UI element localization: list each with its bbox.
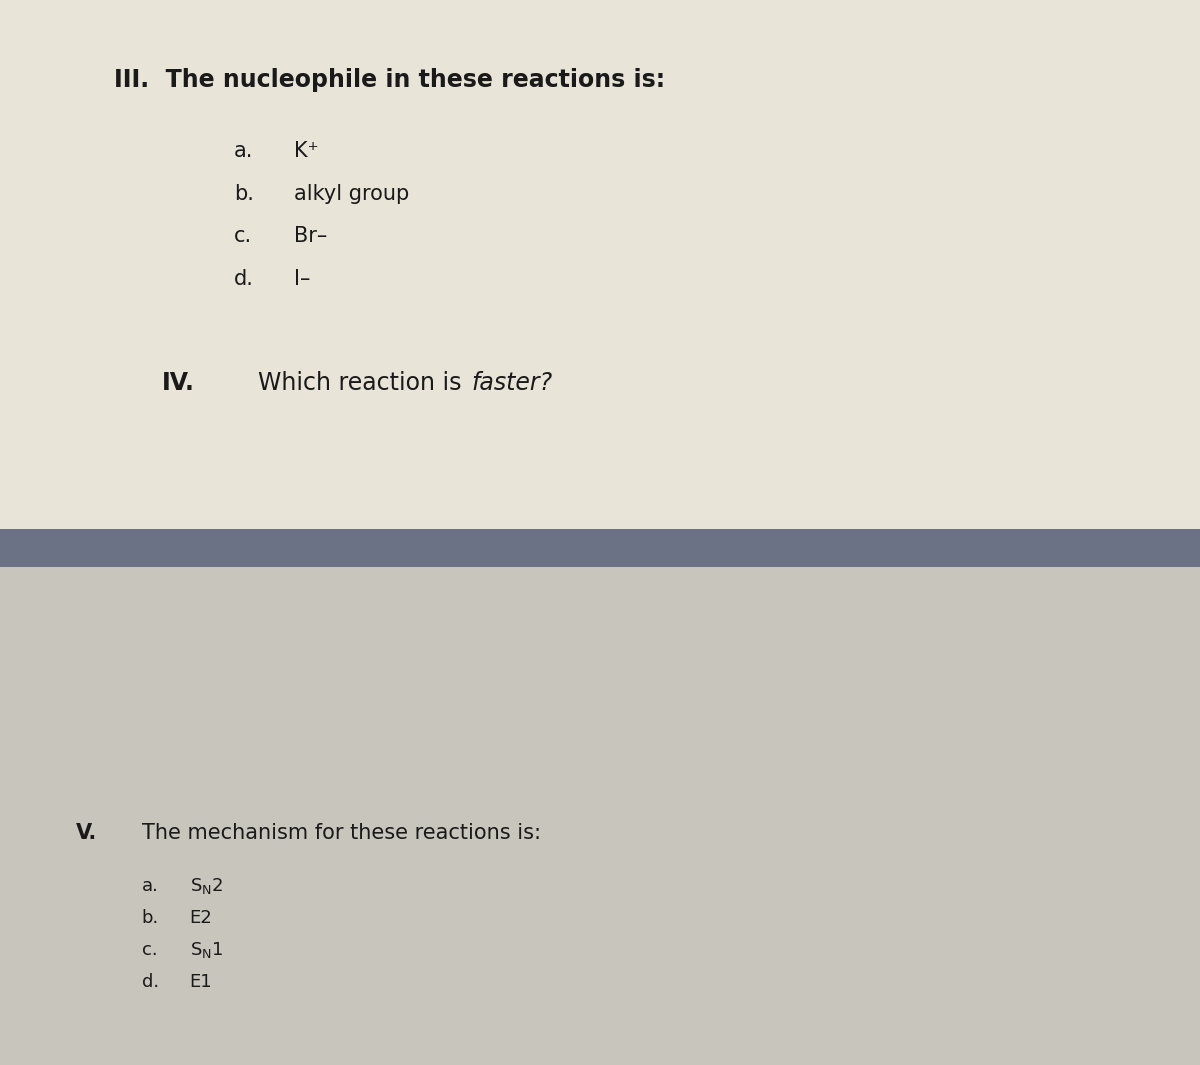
Text: d.: d.: [234, 269, 254, 289]
Bar: [0, 529, 1200, 567]
Text: c.: c.: [234, 227, 252, 246]
Bar: [0, 0, 1200, 529]
Text: V.: V.: [76, 823, 97, 842]
Text: $\mathrm{S}_{\mathrm{N}}\mathrm{2}$: $\mathrm{S}_{\mathrm{N}}\mathrm{2}$: [190, 876, 223, 896]
Text: d.: d.: [142, 973, 158, 990]
Text: E2: E2: [190, 910, 212, 927]
Text: b.: b.: [142, 910, 158, 927]
Text: faster?: faster?: [472, 372, 553, 395]
Text: c.: c.: [142, 941, 157, 958]
Text: Which reaction is: Which reaction is: [258, 372, 469, 395]
Text: a.: a.: [234, 142, 253, 161]
Text: a.: a.: [142, 878, 158, 895]
Text: The mechanism for these reactions is:: The mechanism for these reactions is:: [142, 823, 541, 842]
Text: $\mathrm{S}_{\mathrm{N}}\mathrm{1}$: $\mathrm{S}_{\mathrm{N}}\mathrm{1}$: [190, 940, 223, 960]
Text: Br–: Br–: [294, 227, 328, 246]
Text: III.  The nucleophile in these reactions is:: III. The nucleophile in these reactions …: [114, 68, 665, 92]
Text: b.: b.: [234, 184, 254, 203]
Text: E1: E1: [190, 973, 212, 990]
Text: alkyl group: alkyl group: [294, 184, 409, 203]
Text: K⁺: K⁺: [294, 142, 319, 161]
Text: I–: I–: [294, 269, 311, 289]
Text: IV.: IV.: [162, 372, 194, 395]
